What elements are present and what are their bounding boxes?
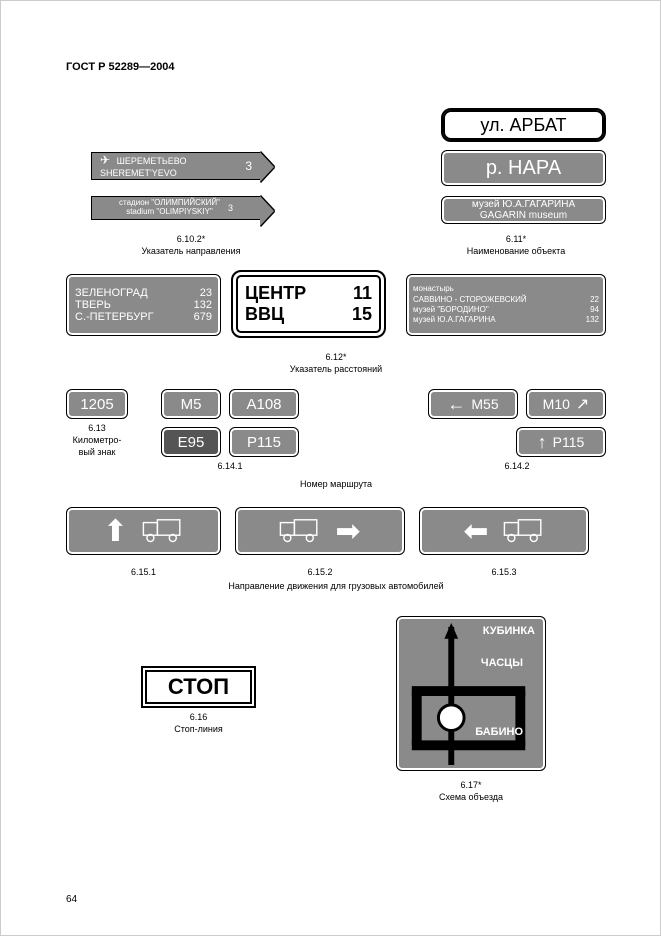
sheremetyevo-en: SHEREMET'YEVO — [100, 168, 177, 178]
arrow-ne-icon: ↗ — [576, 394, 589, 414]
caption-6-14-2: 6.14.2 — [428, 461, 606, 473]
arrow-up-icon: ↑ — [538, 432, 547, 453]
sign-olimpiyskiy: стадион "ОЛИМПИЙСКИЙ" stadium "OLIMPIYSK… — [91, 196, 261, 220]
caption-6-15-1: 6.15.1 — [66, 567, 221, 579]
sign-p115: Р115 — [229, 427, 299, 457]
sign-e95: Е95 — [161, 427, 221, 457]
sign-m55: ← М55 — [428, 389, 518, 419]
caption-6-11: 6.11*Наименование объекта — [456, 234, 576, 257]
sign-m10: М10 ↗ — [526, 389, 606, 419]
sign-nara-text: р. НАРА — [486, 157, 561, 180]
caption-6-13: 6.13Километро- вый знак — [66, 423, 128, 458]
olimpiyskiy-num: 3 — [228, 203, 233, 213]
sign-truck-right: ➡ — [235, 507, 405, 555]
caption-6-12: 6.12*Указатель расстояний — [66, 352, 606, 375]
caption-6-15: Направление движения для грузовых автомо… — [66, 581, 606, 593]
sheremetyevo-num: 3 — [245, 159, 252, 173]
caption-6-14-1: 6.14.1 — [161, 461, 299, 473]
doc-header: ГОСТ Р 52289—2004 — [66, 61, 605, 73]
sign-sheremetyevo: ШЕРЕМЕТЬЕВО SHEREMET'YEVO 3 — [91, 152, 261, 180]
caption-route: Номер маршрута — [66, 479, 606, 491]
sign-gagarin-museum: музей Ю.А.ГАГАРИНА GAGARIN museum — [441, 196, 606, 224]
caption-6-15-2: 6.15.2 — [235, 567, 405, 579]
arrow-up-icon: ⬆ — [103, 514, 128, 549]
sign-a108: А108 — [229, 389, 299, 419]
sign-distances-left: ЗЕЛЕНОГРАД23 ТВЕРЬ132 С.-ПЕТЕРБУРГ679 — [66, 274, 221, 336]
caption-6-16: 6.16Стоп-линия — [141, 712, 256, 735]
sign-arbat-text: ул. АРБАТ — [480, 115, 566, 136]
truck-icon — [142, 517, 184, 545]
sign-stop: СТОП — [141, 666, 256, 708]
sign-distances-right: монастырь САВВИНО - СТОРОЖЕВСКИЙ22 музей… — [406, 274, 606, 336]
place-chastsy: ЧАСЦЫ — [481, 657, 523, 669]
sign-scheme: КУБИНКА ЧАСЦЫ БАБИНО — [396, 616, 546, 771]
gagarin-ru: музей Ю.А.ГАГАРИНА — [472, 199, 575, 210]
arrow-left-icon: ⬅ — [463, 514, 488, 549]
sign-distances-mid: ЦЕНТР11 ВВЦ15 — [231, 270, 386, 338]
arrow-left-icon: ← — [447, 394, 465, 415]
olimpiyskiy-ru: стадион "ОЛИМПИЙСКИЙ" — [119, 198, 220, 207]
truck-icon — [503, 517, 545, 545]
sheremetyevo-ru: ШЕРЕМЕТЬЕВО — [117, 156, 187, 166]
sign-arbat: ул. АРБАТ — [441, 108, 606, 142]
place-babino: БАБИНО — [475, 726, 523, 738]
arrow-right-icon: ➡ — [335, 514, 360, 549]
page-number: 64 — [66, 894, 77, 905]
sign-nara: р. НАРА — [441, 150, 606, 186]
stop-text: СТОП — [168, 674, 229, 700]
sign-truck-up: ⬆ — [66, 507, 221, 555]
sign-m5: М5 — [161, 389, 221, 419]
olimpiyskiy-en: stadium "OLIMPIYSKIY" — [126, 207, 213, 216]
caption-6-17: 6.17*Схема объезда — [396, 780, 546, 803]
gagarin-en: GAGARIN museum — [480, 210, 567, 221]
sign-p115-arrow: ↑ Р115 — [516, 427, 606, 457]
sign-truck-left: ⬅ — [419, 507, 589, 555]
caption-6-10-2: 6.10.2*Указатель направления — [131, 234, 251, 257]
sign-km: 1205 — [66, 389, 128, 419]
place-kubinka: КУБИНКА — [483, 625, 535, 637]
caption-6-15-3: 6.15.3 — [419, 567, 589, 579]
detour-diagram — [397, 616, 545, 771]
truck-icon — [279, 517, 321, 545]
